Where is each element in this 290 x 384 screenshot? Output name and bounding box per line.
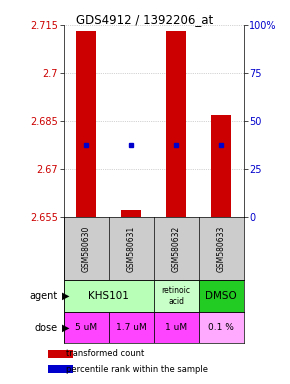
Bar [48, 365, 73, 373]
Bar [48, 350, 73, 358]
Text: retinoic
acid: retinoic acid [162, 286, 191, 306]
Bar [199, 280, 244, 312]
Text: 1 uM: 1 uM [165, 323, 187, 332]
Text: GSM580633: GSM580633 [217, 225, 226, 272]
Text: GSM580632: GSM580632 [172, 225, 181, 272]
Text: percentile rank within the sample: percentile rank within the sample [66, 365, 208, 374]
Bar [166, 31, 186, 217]
Text: 5 uM: 5 uM [75, 323, 97, 332]
Bar [211, 114, 231, 217]
Bar [64, 280, 154, 312]
Bar [109, 312, 154, 343]
Text: KHS101: KHS101 [88, 291, 129, 301]
Bar [199, 312, 244, 343]
Text: transformed count: transformed count [66, 349, 144, 358]
Bar [64, 312, 109, 343]
Text: dose: dose [35, 323, 58, 333]
Text: 1.7 uM: 1.7 uM [116, 323, 147, 332]
Bar [154, 280, 199, 312]
Text: agent: agent [30, 291, 58, 301]
Text: ▶: ▶ [62, 323, 70, 333]
Bar [76, 31, 96, 217]
Bar [154, 312, 199, 343]
Text: DMSO: DMSO [205, 291, 237, 301]
Text: ▶: ▶ [62, 291, 70, 301]
Text: GSM580630: GSM580630 [82, 225, 91, 272]
Text: GSM580631: GSM580631 [127, 225, 136, 272]
Text: GDS4912 / 1392206_at: GDS4912 / 1392206_at [76, 13, 214, 26]
Bar [121, 210, 141, 217]
Text: 0.1 %: 0.1 % [208, 323, 234, 332]
